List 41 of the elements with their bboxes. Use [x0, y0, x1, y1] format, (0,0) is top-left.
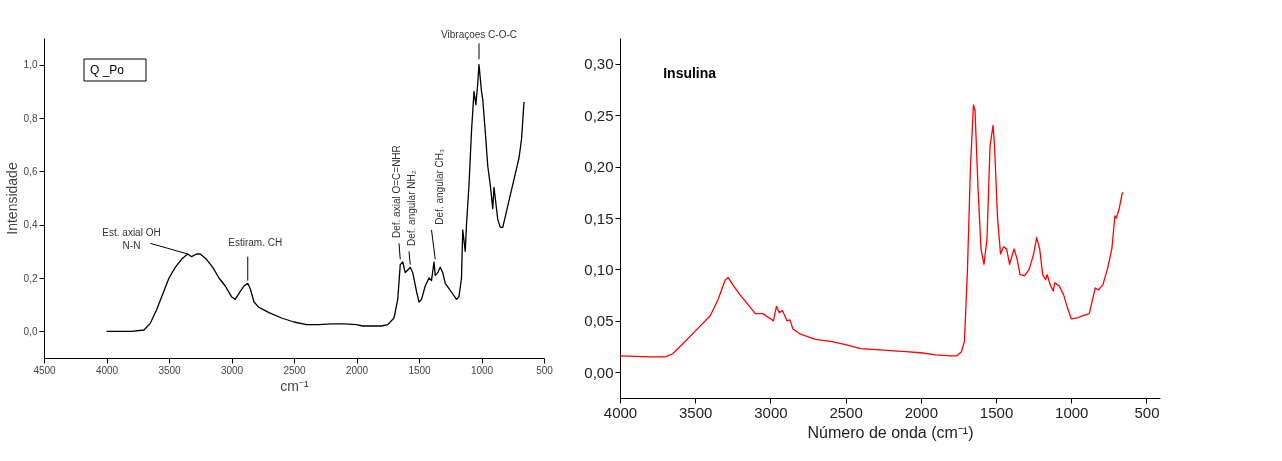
- x-tick-label: 2000: [904, 403, 939, 421]
- y-tick-label: 0,2: [23, 272, 38, 284]
- annotation: Vibraçoes C-O-C: [441, 29, 517, 41]
- y-tick-label: 0,10: [584, 260, 614, 278]
- x-tick-label: 2000: [345, 364, 369, 376]
- x-tick-label: 4500: [33, 364, 57, 376]
- x-tick-label: 500: [536, 364, 554, 376]
- y-tick-label: 0,20: [584, 158, 614, 176]
- x-tick-label: 1500: [408, 364, 432, 376]
- annotation: Est. axial OH N-N: [102, 226, 161, 251]
- y-axis-title: Intensidade: [3, 162, 20, 235]
- annotation: Def. angular NH₂: [405, 170, 417, 246]
- y-tick-label: 0,00: [584, 363, 614, 381]
- annotation: Estiram. CH: [228, 237, 283, 249]
- x-tick-label: 3500: [679, 403, 713, 421]
- x-axis-title: Número de onda (cm⁻¹): [807, 423, 974, 441]
- x-axis-title: cm⁻¹: [280, 377, 309, 394]
- x-tick-label: 500: [1134, 403, 1160, 421]
- x-tick-label: 1000: [1055, 403, 1089, 421]
- y-tick-label: 0,30: [584, 55, 614, 73]
- x-tick-label: 2500: [283, 364, 307, 376]
- y-tick-label: 0,4: [23, 219, 38, 231]
- x-tick-label: 2500: [829, 403, 863, 421]
- y-tick-label: 0,05: [584, 312, 614, 330]
- text: Q _Po: [90, 63, 125, 77]
- text: Insulina: [663, 65, 717, 81]
- x-tick-label: 4000: [95, 364, 119, 376]
- x-tick-label: 1500: [979, 403, 1014, 421]
- y-tick-label: 0,25: [584, 106, 614, 124]
- x-tick-label: 3000: [220, 364, 244, 376]
- y-tick-label: 0,0: [23, 325, 38, 337]
- y-tick-label: 0,8: [23, 112, 38, 124]
- x-tick-label: 3500: [158, 364, 182, 376]
- y-tick-label: 0,6: [23, 165, 38, 177]
- x-tick-label: 1000: [470, 364, 494, 376]
- y-tick-label: 0,15: [584, 209, 614, 227]
- x-tick-label: 4000: [603, 403, 638, 421]
- annotation: Def. angular CH₃: [434, 148, 446, 225]
- x-tick-label: 3000: [754, 403, 788, 421]
- y-tick-label: 1,0: [23, 59, 38, 71]
- annotation: Def. axial O=C=NHR: [390, 145, 402, 238]
